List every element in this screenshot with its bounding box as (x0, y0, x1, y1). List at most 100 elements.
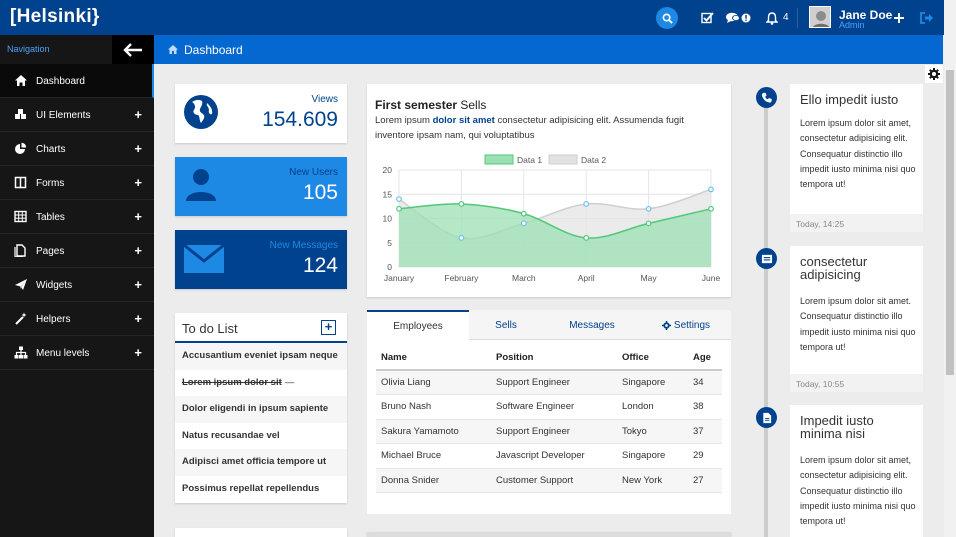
todo-item-text: Accusantium eveniet ipsam neque (182, 350, 338, 361)
tab-employees[interactable]: Employees (367, 310, 469, 341)
sidebar-collapse-button[interactable] (112, 35, 154, 64)
data-point[interactable] (708, 205, 714, 212)
expand-plus-icon[interactable]: + (134, 141, 142, 156)
sidebar-item-ui-elements[interactable]: UI Elements + (0, 98, 154, 132)
data-point[interactable] (458, 201, 465, 207)
breadcrumb-current[interactable]: Dashboard (184, 43, 243, 57)
legend-label[interactable]: Data 1 (517, 155, 542, 165)
timeline-body: Lorem ipsum dolor sit amet, consectetur … (800, 455, 916, 527)
legend-label[interactable]: Data 2 (581, 155, 606, 165)
stat-label: New Users (289, 167, 338, 178)
todo-title: To do List (182, 321, 238, 336)
table-cell: 37 (688, 419, 722, 444)
stat-value: 105 (302, 181, 338, 204)
stat-card-views[interactable]: Views 154.609 (175, 84, 347, 143)
sidebar-item-label: Forms (36, 178, 65, 189)
sidebar-title: Navigation (7, 44, 50, 54)
column-header-age[interactable]: Age (688, 346, 722, 371)
todo-item[interactable]: Dolor eligendi in ipsum sapiente (175, 396, 347, 423)
sidebar-item-forms[interactable]: Forms + (0, 166, 154, 200)
sidebar-item-pages[interactable]: Pages + (0, 234, 154, 268)
stat-card-new-messages[interactable]: New Messages 124 (175, 230, 347, 289)
sidebar-item-label: Menu levels (36, 348, 90, 359)
settings-toggle[interactable] (925, 65, 943, 83)
tab-messages[interactable]: Messages (543, 310, 641, 340)
timeline-card[interactable]: Impedit iusto minima nisi Lorem ipsum dol… (790, 405, 923, 537)
sidebar-item-helpers[interactable]: Helpers + (0, 302, 154, 336)
data-point[interactable] (583, 201, 590, 207)
expand-plus-icon[interactable]: + (134, 277, 142, 292)
data-point[interactable] (520, 220, 527, 227)
todo-card: To do List + Accusantium eveniet ipsam n… (175, 313, 347, 503)
tab-settings[interactable]: Settings (641, 310, 731, 340)
timeline-node (756, 87, 777, 108)
todo-item-text: Lorem ipsum dolor sit (182, 376, 282, 388)
data-point[interactable] (396, 205, 402, 212)
data-point[interactable] (583, 234, 590, 241)
table-cell: Tokyo (617, 419, 688, 444)
scrollbar-thumb[interactable] (946, 70, 954, 375)
todo-item[interactable]: Lorem ipsum dolor sit — (175, 370, 347, 397)
x-tick-label: March (512, 273, 536, 283)
logout-icon[interactable] (918, 10, 936, 26)
bell-icon[interactable] (763, 10, 781, 26)
data-point[interactable] (520, 210, 527, 217)
column-header-name[interactable]: Name (376, 346, 491, 371)
data-point[interactable] (396, 196, 402, 202)
data-point[interactable] (645, 220, 652, 227)
expand-plus-icon[interactable]: + (134, 345, 142, 360)
expand-plus-icon[interactable]: + (134, 243, 142, 258)
todo-item[interactable]: Accusantium eveniet ipsam neque (175, 343, 347, 370)
expand-plus-icon[interactable]: + (134, 209, 142, 224)
table-row[interactable]: Michael Bruce Javascript Developer Singapo… (376, 443, 722, 469)
column-header-office[interactable]: Office (617, 346, 688, 371)
legend-swatch (484, 154, 514, 165)
phone-icon (761, 92, 773, 104)
sidebar-item-label: Charts (36, 144, 66, 155)
table-cell: Michael Bruce (376, 443, 491, 469)
next-card (175, 528, 347, 537)
todo-item[interactable]: Possimus repellat repellendus (175, 476, 347, 503)
comments-icon[interactable] (724, 10, 752, 26)
card-icon (761, 253, 773, 265)
stat-card-new-users[interactable]: New Users 105 (175, 157, 347, 216)
todo-item[interactable]: Adipisci amet officia tempore ut (175, 449, 347, 476)
sidebar-item-dashboard[interactable]: Dashboard (0, 64, 154, 98)
expand-plus-icon[interactable]: + (134, 311, 142, 326)
user-name[interactable]: Jane Doe (839, 8, 893, 22)
sidebar-item-widgets[interactable]: Widgets + (0, 268, 154, 302)
todo-add-button[interactable]: + (321, 320, 336, 335)
todo-item-text: Possimus repellat repellendus (182, 482, 320, 494)
table-cell: 27 (688, 468, 722, 493)
columns-icon (14, 176, 28, 189)
expand-plus-icon[interactable]: + (134, 175, 142, 190)
todo-item[interactable]: Natus recusandae vel (175, 423, 347, 450)
timeline-card[interactable]: consectetur adipisicing Lorem ipsum dolor… (790, 246, 923, 392)
table-cell: New York (617, 468, 688, 493)
avatar[interactable] (809, 6, 831, 28)
data-point[interactable] (645, 205, 652, 212)
sidebar-item-menu-levels[interactable]: Menu levels + (0, 336, 154, 370)
tab-label: Messages (569, 319, 615, 331)
search-button[interactable] (656, 7, 678, 29)
home-icon[interactable] (168, 45, 178, 54)
table-row[interactable]: Sakura Yamamoto Support Engineer Tokyo 37 (376, 419, 722, 444)
table-row[interactable]: Donna Snider Customer Support New York 27 (376, 468, 722, 493)
stat-value: 124 (302, 254, 338, 277)
expand-plus-icon[interactable]: + (134, 107, 142, 122)
x-tick-label: January (384, 273, 415, 283)
tasks-icon[interactable] (698, 10, 716, 26)
x-tick-label: June (702, 273, 721, 283)
data-point[interactable] (708, 186, 714, 193)
column-header-position[interactable]: Position (491, 346, 617, 371)
app-logo[interactable]: [Helsinki} (10, 6, 100, 27)
tab-sells[interactable]: Sells (469, 310, 543, 340)
table-row[interactable]: Bruno Nash Software Engineer London 38 (376, 394, 722, 420)
todo-item-text: Natus recusandae vel (182, 429, 280, 441)
sidebar-item-tables[interactable]: Tables + (0, 200, 154, 234)
plus-icon[interactable] (890, 10, 908, 26)
table-row[interactable]: Olivia Liang Support Engineer Singapore 34 (376, 370, 722, 395)
data-point[interactable] (458, 234, 465, 241)
timeline-card[interactable]: Ello impedit iusto Lorem ipsum dolor sit … (790, 84, 923, 232)
sidebar-item-charts[interactable]: Charts + (0, 132, 154, 166)
